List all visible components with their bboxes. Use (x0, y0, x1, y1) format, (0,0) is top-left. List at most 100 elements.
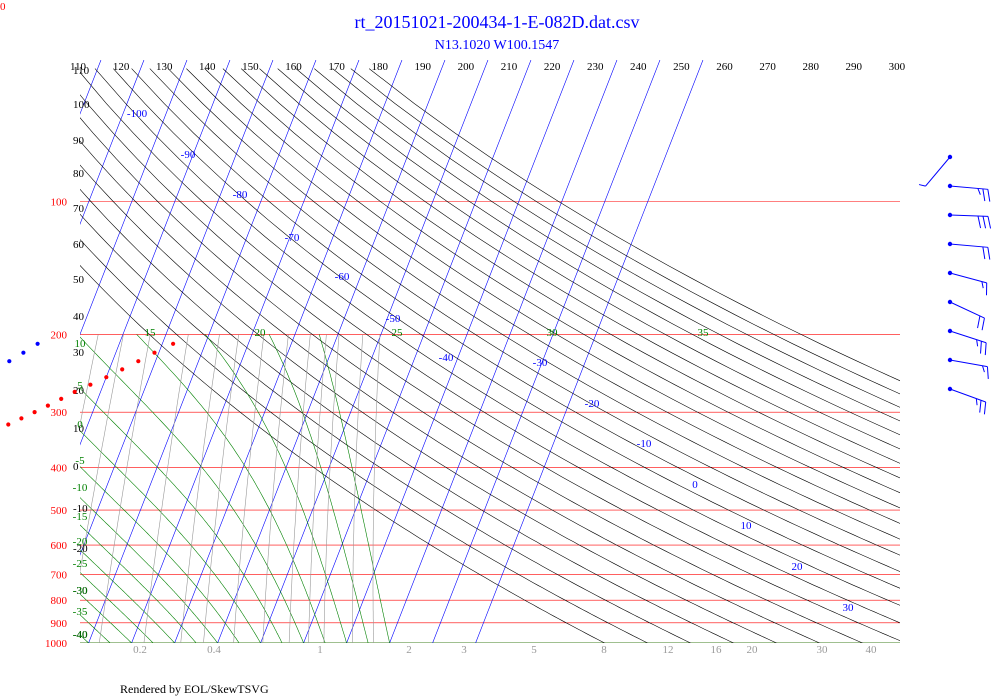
wind-barb-shaft (949, 243, 988, 248)
dry-adiabat-line (80, 164, 778, 643)
wind-barb-flag (982, 216, 987, 229)
temperature-point (45, 403, 51, 408)
mixing-ratio-line (203, 334, 239, 643)
moist-adiabat-line (136, 334, 326, 643)
mixing-ratio-label: 3 (461, 644, 467, 656)
dry-adiabat-line (240, 68, 900, 479)
wind-barb (947, 241, 991, 260)
dry-adiabat-line (149, 68, 900, 556)
mixing-ratio-label: 1 (317, 644, 323, 656)
top-theta-label: 250 (673, 61, 690, 73)
wind-barb (947, 183, 991, 202)
temperature-point (120, 367, 125, 372)
pressure-tick-label: 500 (51, 505, 68, 517)
isotherm-label: -70 (285, 232, 300, 244)
top-theta-label: 210 (501, 61, 518, 73)
left-theta-label: 60 (73, 239, 85, 251)
left-theta-label: 80 (73, 168, 85, 180)
top-theta-label: 270 (759, 61, 776, 73)
wind-barb-flag (982, 246, 986, 260)
top-theta-label: 220 (544, 61, 561, 73)
temperature-point (59, 396, 64, 401)
moist-adiabat-label: 10 (75, 338, 87, 350)
temperature-point (88, 382, 93, 387)
mixing-ratio-line (352, 334, 364, 643)
top-theta-label: 160 (285, 61, 302, 73)
isotherm-line (0, 60, 15, 643)
wind-barb-shaft (949, 272, 987, 284)
wind-barb-flag (976, 339, 979, 347)
mixing-ratio-label: 8 (601, 644, 607, 656)
mixing-ratio-label: 0.4 (207, 644, 221, 656)
left-theta-label: 70 (73, 203, 85, 215)
moist-adiabat-line (80, 387, 283, 643)
top-theta-label: 230 (587, 61, 604, 73)
wind-barb-shaft (949, 214, 988, 217)
dry-adiabat-line (80, 71, 900, 624)
moist-adiabat-label: -30 (73, 585, 88, 597)
wind-barb (947, 328, 987, 356)
wind-barb-shaft (949, 185, 988, 190)
wind-barbs (918, 154, 992, 415)
mixing-ratio-line (323, 334, 340, 643)
mixing-ratio-line (98, 334, 151, 643)
moist-adiabat-label: 30 (547, 327, 559, 339)
temperature-point (32, 410, 37, 415)
wind-barb-flag (981, 317, 985, 331)
left-theta-label: 50 (73, 274, 85, 286)
isotherm-label: -40 (439, 352, 454, 364)
moist-adiabat-line (268, 334, 369, 643)
temperature-point (136, 359, 141, 364)
isotherm-label: -50 (386, 313, 401, 325)
isotherm-line (80, 60, 231, 446)
dry-adiabat-line (80, 213, 692, 643)
dry-adiabat-line (80, 239, 649, 643)
pressure-tick-label: 600 (51, 540, 68, 552)
wind-barb-flag (982, 365, 985, 373)
wind-barb-flag (981, 281, 984, 289)
moist-adiabat-label: -15 (73, 511, 88, 523)
dewpoint-point (21, 350, 26, 355)
wind-barb (947, 270, 988, 296)
isotherm-label: -100 (127, 108, 148, 120)
left-theta-label: 10 (73, 423, 85, 435)
dry-adiabat-line (350, 68, 900, 395)
isotherm-line (174, 60, 403, 643)
mixing-ratio-line (262, 334, 289, 643)
mixing-ratio-label: 30 (817, 644, 829, 656)
left-theta-label: 90 (73, 135, 85, 147)
moist-adiabat-line (80, 430, 261, 643)
chart-title: rt_20151021-200434-1-E-082D.dat.csv (355, 12, 640, 32)
top-theta-label: 260 (716, 61, 733, 73)
top-theta-label: 300 (889, 61, 906, 73)
isotherm-label: -30 (533, 357, 548, 369)
wind-barb (947, 386, 987, 415)
temperature-point (6, 422, 11, 427)
credit-text: Rendered by EOL/SkewTSVG (120, 682, 269, 696)
wind-barb-flag (975, 398, 978, 406)
isotherm-line (346, 60, 575, 643)
isotherm-line (80, 60, 145, 225)
wind-barb-flag (986, 366, 989, 379)
pressure-tick-label: 800 (51, 595, 68, 607)
dry-adiabat-line (314, 68, 900, 422)
pressure-tick-label: 400 (51, 462, 68, 474)
wind-barb-flag (977, 315, 981, 329)
moist-adiabat-line (80, 549, 175, 643)
wind-barb-flag (987, 216, 992, 229)
temperature-point (152, 350, 157, 355)
top-theta-label: 280 (802, 61, 819, 73)
dry-adiabat-line (295, 68, 900, 436)
dry-adiabat-line (113, 68, 900, 589)
dewpoint-point (35, 341, 40, 346)
mixing-ratio-line (288, 334, 311, 643)
top-theta-label: 130 (156, 61, 173, 73)
dry-adiabat-line (167, 68, 900, 540)
mixing-ratio-label: 16 (711, 644, 723, 656)
moist-adiabat-label: 20 (255, 327, 267, 339)
wind-barb-flag (982, 188, 986, 202)
top-theta-label: 120 (113, 61, 130, 73)
dry-adiabat-line (368, 68, 900, 382)
wind-barb-flag (987, 189, 991, 202)
